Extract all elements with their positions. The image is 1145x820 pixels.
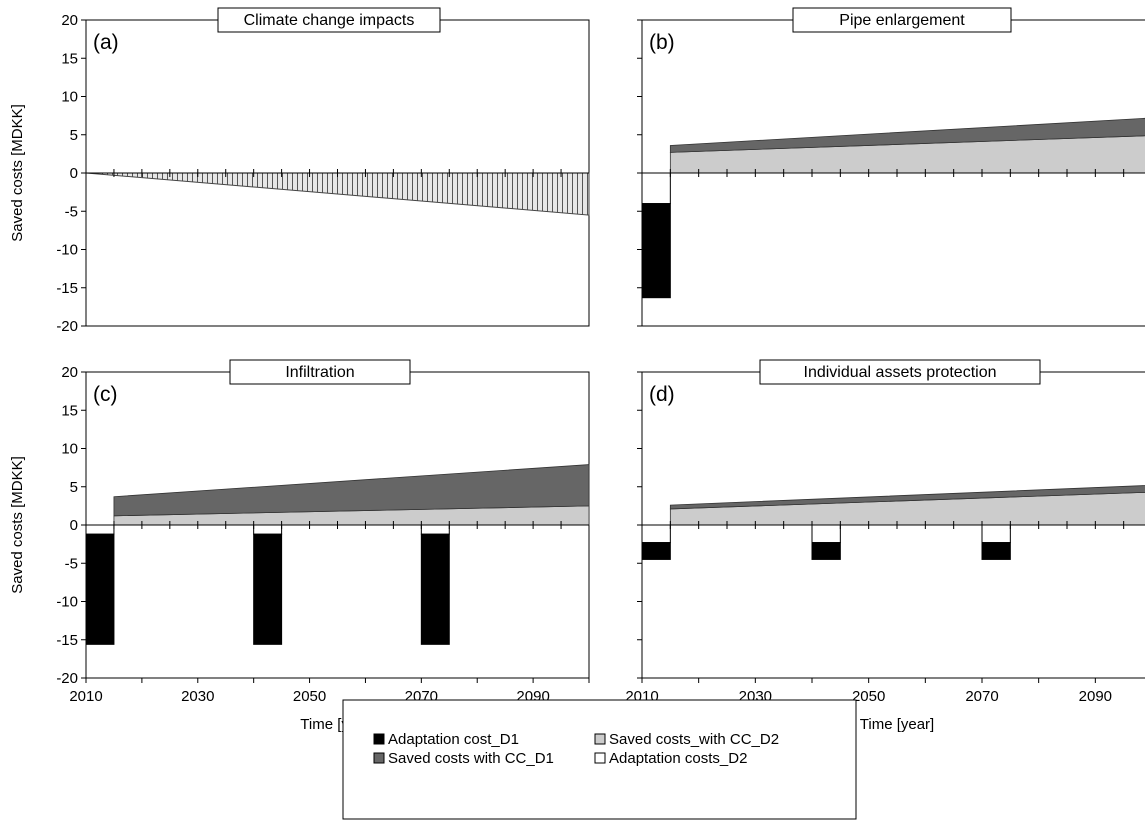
legend-label-saved-costs-cc-d2: Saved costs_with CC_D2: [609, 731, 779, 748]
y-tick-label: 20: [61, 364, 78, 381]
bar-adaptation-cost-d1-2010: [641, 542, 671, 560]
bar-adaptation-costs-d2-2010: [641, 524, 671, 544]
bar-adaptation-costs-d2-2070: [420, 524, 450, 535]
area-saved-costs-with-cc-d1: [669, 485, 1145, 510]
x-tick-label: 2010: [69, 688, 102, 705]
legend-label-adaptation-cost-d1: Adaptation cost_D1: [388, 731, 519, 748]
panel-title: Climate change impacts: [244, 12, 415, 29]
area-saved-costs-with-cc-d1: [669, 117, 1145, 153]
bar-adaptation-cost-d1-2070: [981, 542, 1011, 560]
bar-adaptation-cost-d1-2010: [641, 203, 671, 299]
x-tick-label: 2050: [852, 688, 885, 705]
panel-climate-change-impacts: 20 15 10 5 0 -5 -10 -15 -20 Saved costs [MDKK] Cli…: [9, 7, 590, 335]
y-tick-label: -10: [56, 242, 78, 259]
bar-adaptation-cost-d1-2010: [85, 533, 115, 645]
bar-adaptation-cost-d1-2070: [420, 533, 450, 645]
y-tick-label: 5: [70, 127, 78, 144]
y-axis-label: Saved costs [MDKK]: [9, 104, 26, 242]
panel-title-box: [759, 359, 1041, 385]
y-axis-label: Saved costs [MDKK]: [9, 456, 26, 594]
panel-label: (b): [649, 31, 675, 54]
y-tick-label: -15: [56, 280, 78, 297]
legend-label-adaptation-costs-d2: Adaptation costs_D2: [609, 750, 747, 767]
y-tick-label: 0: [70, 517, 78, 534]
panel-title-box: [229, 359, 411, 385]
legend-label-saved-costs-cc-d1: Saved costs with CC_D1: [388, 750, 554, 767]
y-tick-label: 0: [70, 165, 78, 182]
y-tick-label: -20: [56, 318, 78, 335]
x-tick-label: 2090: [1079, 688, 1112, 705]
bar-adaptation-costs-d2-2040: [811, 524, 841, 544]
panel-title-box: [217, 7, 441, 33]
y-tick-label: 15: [61, 50, 78, 67]
panel-label: (c): [93, 383, 118, 406]
x-axis-label: Time [year]: [860, 716, 934, 733]
legend-swatch-adaptation-cost-d1: [373, 733, 385, 745]
panel-pipe-enlargement: Pipe enlargement (b): [637, 7, 1145, 327]
y-tick-label: 20: [61, 12, 78, 29]
y-tick-label: 10: [61, 441, 78, 458]
y-tick-label: -5: [65, 203, 78, 220]
panel-title: Pipe enlargement: [839, 12, 965, 29]
panel-label: (d): [649, 383, 675, 406]
y-tick-label: 10: [61, 89, 78, 106]
legend-swatch-adaptation-costs-d2: [594, 752, 606, 764]
bar-adaptation-costs-d2-2010: [641, 172, 671, 205]
x-tick-label: 2030: [181, 688, 214, 705]
x-tick-label: 2070: [965, 688, 998, 705]
x-tick-label: 2050: [293, 688, 326, 705]
panel-label: (a): [93, 31, 119, 54]
bar-adaptation-cost-d1-2040: [811, 542, 841, 560]
panel-title: Infiltration: [285, 364, 354, 381]
legend-swatch-saved-costs-cc-d2: [594, 733, 606, 745]
legend-swatch-saved-costs-cc-d1: [373, 752, 385, 764]
area-saved-costs-with-cc-d1: [113, 464, 590, 517]
y-tick-label: -20: [56, 670, 78, 687]
bar-adaptation-costs-d2-2010: [85, 524, 115, 535]
panel-title-box: [792, 7, 1012, 33]
bar-adaptation-costs-d2-2040: [253, 524, 283, 535]
bar-adaptation-cost-d1-2040: [253, 533, 283, 645]
y-tick-label: 5: [70, 479, 78, 496]
y-tick-label: -5: [65, 555, 78, 572]
y-tick-label: -15: [56, 632, 78, 649]
legend: Adaptation cost_D1 Saved costs with CC_D…: [342, 699, 857, 820]
bar-adaptation-costs-d2-2070: [981, 524, 1011, 544]
y-tick-label: -10: [56, 594, 78, 611]
y-tick-label: 15: [61, 402, 78, 419]
panel-title: Individual assets protection: [804, 364, 997, 381]
